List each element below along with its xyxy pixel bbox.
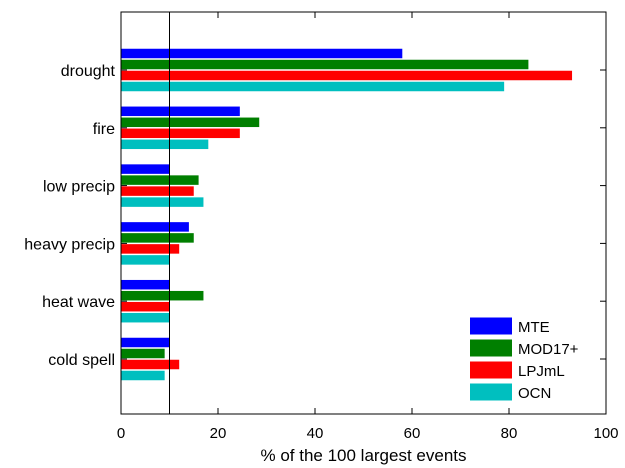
legend-label: MTE (518, 319, 550, 336)
legend-swatch (470, 361, 512, 379)
bar-cold-spell-mod17 (121, 348, 165, 359)
bar-heat-wave-mte (121, 279, 170, 290)
legend-swatch (470, 383, 512, 401)
bar-low-precip-ocn (121, 197, 204, 207)
legend-swatch (470, 317, 512, 335)
bar-cold-spell-lpjml (121, 359, 180, 370)
category-label: drought (61, 63, 116, 80)
bar-drought-mod17 (121, 59, 529, 70)
legend-label: LPJmL (518, 363, 565, 380)
legend-label: OCN (518, 385, 551, 402)
category-label: heavy precip (24, 236, 115, 253)
category-label: low precip (43, 179, 115, 196)
bar-cold-spell-ocn (121, 370, 165, 381)
x-tick-label: 100 (593, 425, 618, 442)
bar-heavy-precip-mod17 (121, 233, 194, 243)
bars-layer (121, 48, 573, 381)
bar-heat-wave-mod17 (121, 290, 204, 301)
x-tick-label: 20 (210, 425, 227, 442)
bar-drought-ocn (121, 81, 505, 92)
x-tick-label: 60 (404, 425, 421, 442)
x-tick-labels: 0 20 40 60 80 100 (117, 425, 619, 442)
category-labels: drought fire low precip heavy precip heat wa… (24, 63, 115, 369)
x-tick-label: 80 (501, 425, 518, 442)
bar-drought-lpjml (121, 70, 573, 81)
category-label: fire (93, 121, 115, 138)
legend-label: MOD17+ (518, 341, 579, 358)
bar-heavy-precip-lpjml (121, 244, 180, 254)
bar-fire-mte (121, 106, 240, 117)
x-tick-label: 40 (307, 425, 324, 442)
bar-fire-mod17 (121, 117, 260, 128)
category-label: cold spell (48, 352, 115, 369)
category-label: heat wave (42, 294, 115, 311)
bar-heavy-precip-mte (121, 222, 189, 232)
bar-low-precip-mte (121, 164, 170, 174)
bar-low-precip-lpjml (121, 186, 194, 196)
x-tick-label: 0 (117, 425, 125, 442)
bar-heat-wave-ocn (121, 312, 170, 323)
bar-cold-spell-mte (121, 337, 170, 348)
bar-fire-ocn (121, 139, 209, 150)
legend: MTE MOD17+ LPJmL OCN (470, 317, 579, 402)
bar-fire-lpjml (121, 128, 240, 139)
ticks-layer (120, 12, 607, 414)
bar-low-precip-mod17 (121, 175, 199, 185)
bar-heavy-precip-ocn (121, 255, 170, 265)
legend-swatch (470, 339, 512, 357)
bar-heat-wave-lpjml (121, 301, 170, 312)
plot-frame (120, 11, 607, 415)
bar-drought-mte (121, 48, 403, 59)
x-axis-label: % of the 100 largest events (260, 446, 466, 465)
